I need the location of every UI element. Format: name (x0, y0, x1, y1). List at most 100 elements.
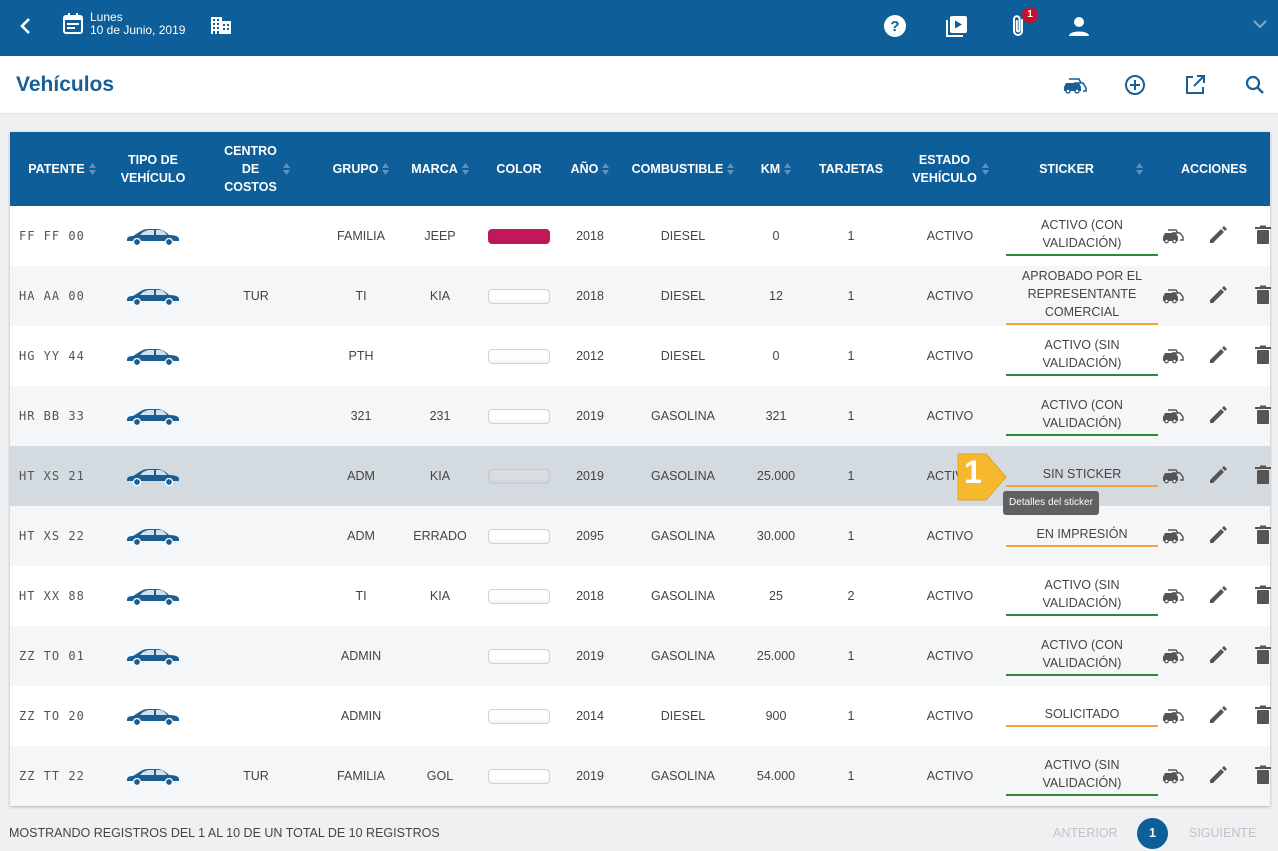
vehicles-action-icon[interactable] (1162, 644, 1184, 666)
sticker-tooltip: Detalles del sticker (1003, 491, 1099, 515)
cell-sticker: EN IMPRESIÓN (1004, 506, 1158, 566)
sticker-status-link[interactable]: ACTIVO (SIN VALIDACIÓN) (1006, 756, 1158, 796)
delete-icon[interactable] (1252, 284, 1274, 306)
edit-icon[interactable] (1207, 704, 1229, 726)
cell-anio: 2019 (576, 649, 604, 663)
cell-patente: ZZ TO 20 (19, 709, 85, 723)
user-icon[interactable] (1066, 13, 1092, 39)
sticker-status-link[interactable]: ACTIVO (CON VALIDACIÓN) (1006, 396, 1158, 436)
vehicles-action-icon[interactable] (1162, 464, 1184, 486)
delete-icon[interactable] (1252, 524, 1274, 546)
sticker-status-link[interactable]: SIN STICKER (1006, 465, 1158, 487)
header-centro[interactable]: CENTRO DE COSTOS (192, 132, 320, 206)
video-icon[interactable] (944, 13, 970, 39)
edit-icon[interactable] (1207, 344, 1229, 366)
add-icon[interactable] (1123, 73, 1147, 97)
delete-icon[interactable] (1252, 644, 1274, 666)
cell-sticker: APROBADO POR EL REPRESENTANTE COMERCIAL (1004, 266, 1158, 326)
table-row[interactable]: HA AA 00 TUR TI KIA 2018 DIESEL 12 1 ACTIVO APROB… (10, 266, 1271, 326)
edit-icon[interactable] (1207, 464, 1229, 486)
vehicles-action-icon[interactable] (1162, 704, 1184, 726)
pagination-next[interactable]: SIGUIENTE (1189, 826, 1257, 840)
cell-estado: ACTIVO (926, 349, 974, 363)
vehicles-action-icon[interactable] (1162, 344, 1184, 366)
sort-icon (981, 163, 989, 175)
header-anio[interactable]: AÑO (560, 132, 620, 206)
cell-tarjetas: 1 (847, 769, 855, 783)
table-row[interactable]: HT XX 88 TI KIA 2018 GASOLINA 25 2 ACTIVO ACTIVO… (10, 566, 1271, 626)
sticker-status-link[interactable]: ACTIVO (SIN VALIDACIÓN) (1006, 336, 1158, 376)
vehicles-action-icon[interactable] (1162, 284, 1184, 306)
vehicles-action-icon[interactable] (1162, 224, 1184, 246)
delete-icon[interactable] (1252, 344, 1274, 366)
table-row[interactable]: FF FF 00 FAMILIA JEEP 2018 DIESEL 0 1 ACTIVO ACT… (10, 206, 1271, 266)
table-row[interactable]: HG YY 44 PTH 2012 DIESEL 0 1 ACTIVO ACTIVO (SIN… (10, 326, 1271, 386)
pagination-page[interactable]: 1 (1137, 818, 1168, 849)
vehicles-action-icon[interactable] (1162, 524, 1184, 546)
delete-icon[interactable] (1252, 584, 1274, 606)
edit-icon[interactable] (1207, 644, 1229, 666)
edit-icon[interactable] (1207, 404, 1229, 426)
vehicles-action-icon[interactable] (1162, 404, 1184, 426)
header-patente[interactable]: PATENTE (10, 132, 114, 206)
chevron-down-icon[interactable] (1250, 14, 1270, 34)
cell-patente: ZZ TT 22 (19, 769, 85, 783)
cell-grupo: FAMILIA (337, 769, 385, 783)
sort-icon (88, 163, 96, 176)
header-marca[interactable]: MARCA (402, 132, 478, 206)
sticker-status-link[interactable]: APROBADO POR EL REPRESENTANTE COMERCIAL (1006, 267, 1158, 325)
header-estado[interactable]: ESTADO VEHÍCULO (896, 132, 1004, 206)
delete-icon[interactable] (1252, 464, 1274, 486)
edit-icon[interactable] (1207, 224, 1229, 246)
sticker-status-link[interactable]: ACTIVO (CON VALIDACIÓN) (1006, 636, 1158, 676)
table-row[interactable]: HT XS 22 ADM ERRADO 2095 GASOLINA 30.000 1 ACTI… (10, 506, 1271, 566)
edit-icon[interactable] (1207, 584, 1229, 606)
pagination-previous[interactable]: ANTERIOR (1053, 826, 1118, 840)
cell-tarjetas: 1 (847, 349, 855, 363)
table-row[interactable]: ZZ TO 20 ADMIN 2014 DIESEL 900 1 ACTIVO SOLICIT… (10, 686, 1271, 746)
vehicles-action-icon[interactable] (1162, 584, 1184, 606)
delete-icon[interactable] (1252, 224, 1274, 246)
export-icon[interactable] (1183, 73, 1207, 97)
color-swatch (488, 408, 550, 424)
edit-icon[interactable] (1207, 524, 1229, 546)
cell-estado: ACTIVO (926, 229, 974, 243)
car-icon (127, 649, 179, 666)
table-row[interactable]: ZZ TT 22 TUR FAMILIA GOL 2019 GASOLINA 54.000 1… (10, 746, 1271, 806)
sticker-status-link[interactable]: SOLICITADO (1006, 705, 1158, 727)
sticker-status-link[interactable]: ACTIVO (CON VALIDACIÓN) (1006, 216, 1158, 256)
building-icon[interactable] (209, 13, 233, 37)
sort-icon (461, 163, 469, 176)
header-combustible[interactable]: COMBUSTIBLE (620, 132, 746, 206)
cell-estado: ACTIVO (926, 649, 974, 663)
edit-icon[interactable] (1207, 764, 1229, 786)
vehicles-icon[interactable] (1062, 73, 1088, 97)
sort-icon (602, 163, 610, 176)
edit-icon[interactable] (1207, 284, 1229, 306)
header-grupo[interactable]: GRUPO (320, 132, 402, 206)
sticker-status-link[interactable]: EN IMPRESIÓN (1006, 525, 1158, 547)
delete-icon[interactable] (1252, 704, 1274, 726)
table-row[interactable]: ZZ TO 01 ADMIN 2019 GASOLINA 25.000 1 ACTIVO AC… (10, 626, 1271, 686)
cell-centro: TUR (243, 769, 269, 783)
cell-color (478, 506, 560, 566)
header-sticker[interactable]: STICKER (1004, 132, 1158, 206)
color-swatch (488, 768, 550, 784)
table-row[interactable]: HR BB 33 321 231 2019 GASOLINA 321 1 ACTIVO ACTI… (10, 386, 1271, 446)
cell-patente: HT XS 21 (19, 469, 85, 483)
cell-estado: ACTIVO (926, 589, 974, 603)
help-icon[interactable]: ? (882, 13, 908, 39)
back-icon[interactable] (14, 14, 38, 38)
header-km[interactable]: KM (746, 132, 806, 206)
car-icon (127, 409, 179, 426)
cell-combustible: GASOLINA (651, 409, 715, 423)
vehicles-action-icon[interactable] (1162, 764, 1184, 786)
sticker-status-link[interactable]: ACTIVO (SIN VALIDACIÓN) (1006, 576, 1158, 616)
cell-marca: JEEP (424, 229, 456, 243)
attachment-icon[interactable] (1006, 13, 1032, 39)
search-icon[interactable] (1243, 73, 1267, 97)
delete-icon[interactable] (1252, 404, 1274, 426)
delete-icon[interactable] (1252, 764, 1274, 786)
cell-anio: 2018 (576, 289, 604, 303)
cell-acciones (1158, 686, 1271, 746)
